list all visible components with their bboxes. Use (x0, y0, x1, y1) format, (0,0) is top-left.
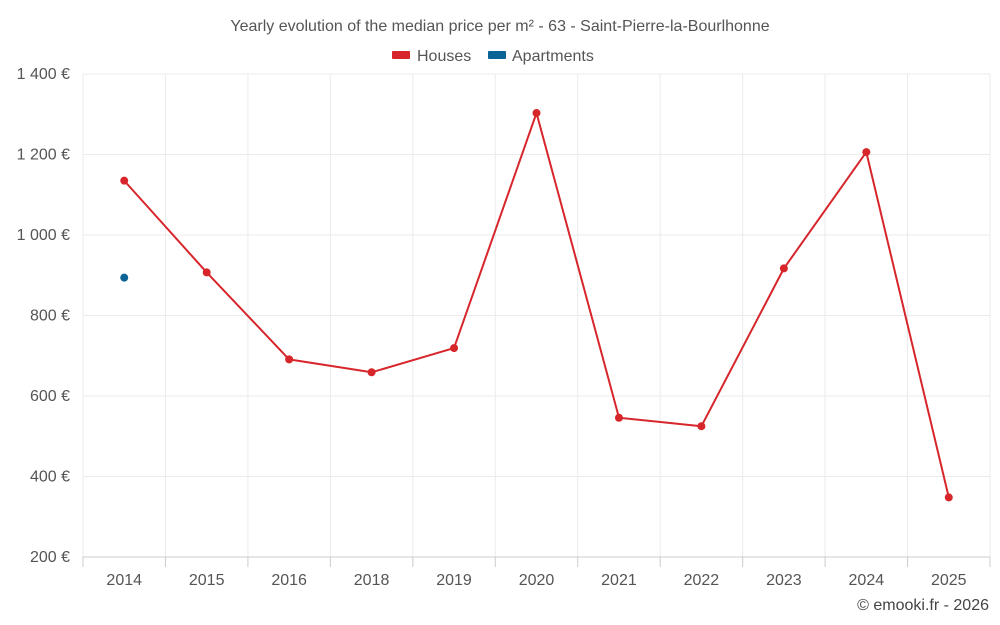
data-point-houses-2018[interactable] (367, 368, 376, 377)
grid (82, 73, 991, 557)
x-tick-label: 2019 (436, 572, 472, 589)
x-tick-label: 2024 (849, 572, 885, 589)
data-point-houses-2019[interactable] (450, 344, 459, 353)
x-tick-label: 2022 (684, 572, 720, 589)
credit: © emooki.fr - 2026 (857, 597, 989, 614)
chart-title: Yearly evolution of the median price per… (230, 18, 769, 35)
series-houses (120, 109, 953, 502)
x-tick-label: 2025 (931, 572, 967, 589)
data-point-houses-2016[interactable] (285, 355, 294, 364)
data-point-houses-2020[interactable] (532, 109, 541, 118)
axes (82, 556, 991, 567)
data-point-houses-2022[interactable] (697, 422, 706, 431)
y-tick-label: 400 € (30, 469, 70, 486)
legend-label-houses[interactable]: Houses (417, 48, 471, 65)
y-tick-label: 1 400 € (17, 66, 70, 83)
legend-label-apartments[interactable]: Apartments (512, 48, 594, 65)
y-tick-label: 600 € (30, 388, 70, 405)
data-point-houses-2025[interactable] (944, 493, 953, 502)
x-tick-label: 2023 (766, 572, 802, 589)
x-tick-label: 2021 (601, 572, 637, 589)
series (120, 109, 953, 502)
x-axis-ticks: 2014 2015 2016 2018 2019 2020 2021 2022 2023 2024… (106, 572, 966, 589)
legend-swatch-houses (392, 51, 410, 59)
series-apartments (120, 273, 129, 282)
x-tick-label: 2020 (519, 572, 555, 589)
y-tick-label: 1 200 € (17, 147, 70, 164)
x-tick-label: 2016 (271, 572, 307, 589)
x-tick-label: 2015 (189, 572, 225, 589)
data-point-houses-2023[interactable] (779, 264, 788, 273)
y-tick-label: 800 € (30, 308, 70, 325)
data-point-houses-2015[interactable] (202, 268, 211, 277)
legend: Houses Apartments (392, 48, 594, 65)
data-point-houses-2021[interactable] (614, 413, 623, 422)
y-tick-label: 1 000 € (17, 227, 70, 244)
legend-swatch-apartments (488, 51, 506, 59)
data-point-houses-2014[interactable] (120, 176, 129, 185)
y-tick-label: 200 € (30, 549, 70, 566)
data-point-houses-2024[interactable] (862, 148, 871, 157)
x-tick-label: 2014 (106, 572, 142, 589)
x-tick-label: 2018 (354, 572, 390, 589)
data-point-apartments-2014[interactable] (120, 273, 129, 282)
y-axis-ticks: 200 € 400 € 600 € 800 € 1 000 € 1 200 € 1 400 … (17, 66, 70, 566)
